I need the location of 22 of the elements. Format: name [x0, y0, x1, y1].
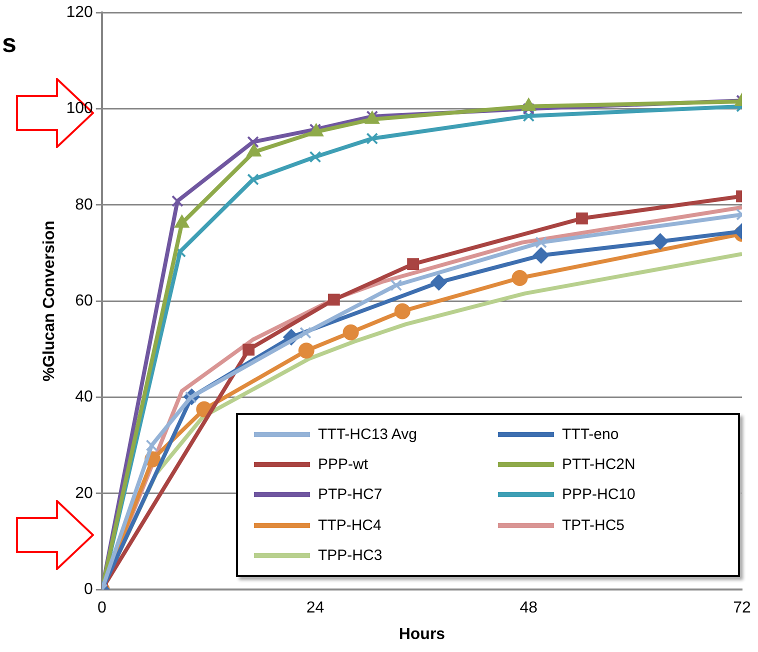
x-tick-label: 0 — [97, 600, 106, 617]
y-tick-label: 20 — [75, 484, 93, 502]
legend-label: TTT-eno — [562, 426, 619, 442]
x-tick-label: 48 — [520, 600, 538, 617]
legend-label: TPP-HC3 — [318, 547, 382, 564]
y-tick-label: 40 — [75, 388, 93, 406]
legend-label: PPP-wt — [318, 456, 368, 473]
x-axis-title: Hours — [398, 626, 446, 643]
legend-label: PPP-HC10 — [562, 486, 636, 504]
x-tick-label: 72 — [733, 600, 751, 617]
legend-label: TTT-HC13 Avg — [318, 426, 417, 442]
y-tick-label: 120 — [66, 4, 93, 22]
x-tick-label: 24 — [306, 600, 324, 617]
y-tick-label: 80 — [75, 196, 93, 214]
legend-label: TPT-HC5 — [562, 516, 625, 534]
legend-label: PTT-HC2N — [562, 456, 636, 473]
text: s — [2, 28, 16, 59]
y-axis-title: %Glucan Conversion — [41, 220, 58, 382]
y-tick-label: 0 — [84, 581, 93, 598]
legend-label: PTP-HC7 — [318, 486, 382, 504]
legend-label: TTP-HC4 — [318, 516, 382, 534]
y-tick-label: 60 — [75, 292, 93, 310]
